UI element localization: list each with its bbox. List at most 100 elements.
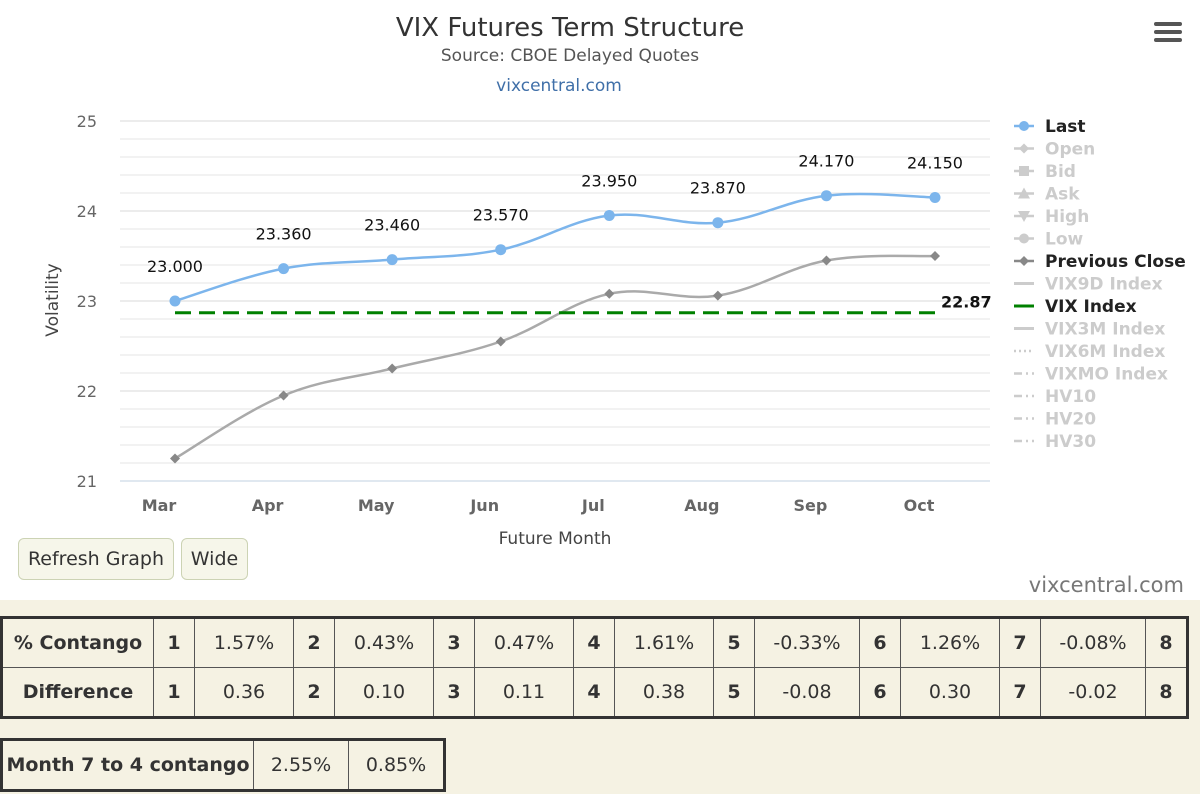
- x-tick-label: Jun: [469, 496, 499, 515]
- legend-item[interactable]: VIX Index: [1014, 297, 1137, 317]
- month-number: 7: [999, 667, 1041, 718]
- table-cell: 0.30: [900, 667, 1000, 718]
- x-tick-label: Apr: [252, 496, 284, 515]
- last-point: [603, 210, 615, 221]
- table-row: Month 7 to 4 contango 2.55% 0.85%: [1, 739, 445, 791]
- legend-item[interactable]: VIX9D Index: [1014, 275, 1163, 295]
- month-number: 3: [433, 667, 475, 718]
- refresh-graph-button[interactable]: Refresh Graph: [18, 538, 174, 580]
- x-tick-label: Oct: [904, 496, 935, 515]
- table-row: % Contango 1 1.57% 2 0.43% 3 0.47% 4 1.6…: [1, 617, 1188, 668]
- table-cell: -0.08: [754, 667, 860, 718]
- chart-area: VIX Futures Term Structure Source: CBOE …: [43, 13, 1186, 549]
- credit-text: vixcentral.com: [1028, 573, 1184, 597]
- table-cell: -0.33%: [754, 617, 860, 668]
- table-cell: -0.02: [1040, 667, 1146, 718]
- data-label: 23.460: [364, 216, 420, 235]
- month-number: 5: [713, 617, 755, 668]
- y-tick-labels: 21 22 23 24 25: [77, 112, 97, 491]
- legend-label: VIX6M Index: [1045, 342, 1165, 362]
- previous-close-point: [387, 363, 398, 374]
- table-cell: 0.11: [474, 667, 574, 718]
- legend-item[interactable]: Previous Close: [1014, 252, 1186, 272]
- table-cell: 1.26%: [900, 617, 1000, 668]
- legend-label: Ask: [1045, 185, 1080, 205]
- series-line-last: [174, 192, 936, 303]
- legend-item[interactable]: HV20: [1014, 410, 1096, 430]
- data-label: 24.150: [907, 154, 963, 173]
- month-number: 3: [433, 617, 475, 668]
- y-tick-label: 24: [77, 202, 97, 221]
- legend-item[interactable]: VIX6M Index: [1014, 342, 1165, 362]
- wide-button[interactable]: Wide: [181, 538, 248, 580]
- legend-circle-icon: [1019, 233, 1029, 244]
- legend-diamond-icon: [1019, 143, 1029, 154]
- table-cell: 0.47%: [474, 617, 574, 668]
- month-number: 4: [573, 667, 615, 718]
- vix-index-label: 22.87: [941, 293, 992, 312]
- legend-diamond-icon: [1019, 256, 1029, 266]
- table-cell: 1.57%: [194, 617, 294, 668]
- table-cell: 0.38: [614, 667, 714, 718]
- gridlines: [120, 120, 990, 482]
- month-number: 8: [1145, 617, 1188, 668]
- table-cell: 0.10: [334, 667, 434, 718]
- table-cell: 0.36: [194, 667, 294, 718]
- table-cell: 0.85%: [348, 739, 445, 791]
- month-number: 8: [1145, 667, 1188, 718]
- previous-close-point: [278, 390, 289, 401]
- last-point: [386, 254, 398, 266]
- x-tick-label: Jul: [581, 496, 605, 515]
- y-tick-label: 25: [77, 112, 97, 131]
- table-cell: 0.43%: [334, 617, 434, 668]
- legend-item[interactable]: Last: [1014, 117, 1086, 137]
- legend-label: Low: [1045, 230, 1084, 250]
- legend-label: HV20: [1045, 410, 1096, 430]
- row-header: Difference: [1, 667, 154, 718]
- chart-title: VIX Futures Term Structure: [396, 13, 744, 43]
- legend-item[interactable]: Low: [1014, 230, 1084, 250]
- table-cell: 1.61%: [614, 617, 714, 668]
- legend-item[interactable]: HV30: [1014, 432, 1096, 452]
- hamburger-menu-icon[interactable]: [1154, 22, 1182, 46]
- month-number: 5: [713, 667, 755, 718]
- y-tick-label: 21: [77, 472, 97, 491]
- legend-label: Bid: [1045, 162, 1076, 182]
- last-point: [278, 263, 290, 275]
- x-tick-label: Mar: [142, 496, 177, 515]
- legend-item[interactable]: VIXMO Index: [1014, 365, 1168, 385]
- legend-label: Last: [1045, 117, 1086, 137]
- previous-close-point: [495, 336, 506, 347]
- month-number: 7: [999, 617, 1041, 668]
- data-label: 23.000: [147, 257, 203, 276]
- legend-label: VIX Index: [1045, 297, 1137, 317]
- last-point: [929, 192, 941, 203]
- legend-item[interactable]: HV10: [1014, 387, 1096, 407]
- term-structure-chart: VIX Futures Term Structure Source: CBOE …: [43, 13, 1186, 549]
- legend-item[interactable]: Ask: [1014, 185, 1080, 205]
- legend-label: High: [1045, 207, 1089, 227]
- last-point: [169, 295, 181, 307]
- legend-item[interactable]: High: [1014, 207, 1089, 227]
- legend-item[interactable]: VIX3M Index: [1014, 320, 1165, 340]
- table-cell: 2.55%: [253, 739, 349, 791]
- legend-label: VIXMO Index: [1045, 365, 1168, 385]
- data-label: 24.170: [798, 152, 854, 171]
- last-point: [495, 244, 507, 256]
- data-panel: % Contango 1 1.57% 2 0.43% 3 0.47% 4 1.6…: [0, 600, 1200, 794]
- legend-item[interactable]: Bid: [1014, 162, 1076, 182]
- legend-label: Open: [1045, 140, 1095, 160]
- chart-subtitle: Source: CBOE Delayed Quotes: [441, 46, 699, 66]
- series-lines: [174, 192, 936, 460]
- legend-label: HV10: [1045, 387, 1096, 407]
- legend-circle-icon: [1019, 121, 1029, 131]
- month-number: 1: [153, 617, 195, 668]
- legend-item[interactable]: Open: [1014, 140, 1095, 160]
- row-header: % Contango: [1, 617, 154, 668]
- month-number: 2: [293, 617, 335, 668]
- vixcentral-link[interactable]: vixcentral.com: [496, 76, 622, 96]
- data-labels: 22.87 23.000 23.360 23.460 23.570 23.950 23.87…: [147, 152, 992, 312]
- previous-close-point: [930, 251, 940, 261]
- contango-table: % Contango 1 1.57% 2 0.43% 3 0.47% 4 1.6…: [0, 616, 1189, 719]
